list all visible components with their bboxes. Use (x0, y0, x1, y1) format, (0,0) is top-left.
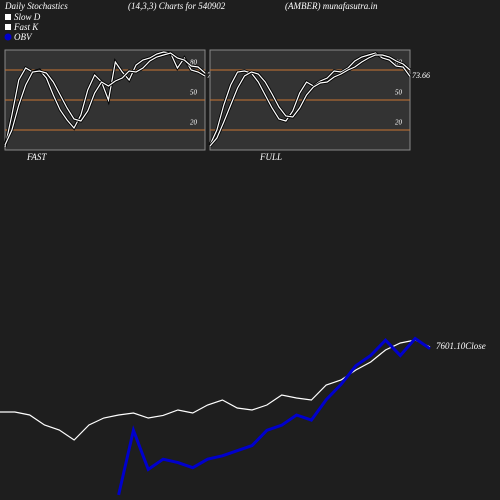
source: (AMBER) munafasutra.in (285, 1, 378, 11)
legend-swatch (5, 14, 11, 20)
series-name: Close (465, 341, 486, 351)
line (117, 336, 431, 496)
y-tick-label: 80 (190, 59, 198, 67)
legend-swatch (4, 33, 12, 41)
panel-label: FAST (26, 152, 47, 162)
legend-label: OBV (14, 32, 33, 42)
title: Daily Stochastics (4, 1, 68, 11)
panel-label: FULL (259, 152, 282, 162)
y-tick-label: 50 (395, 89, 403, 97)
y-tick-label: 50 (190, 89, 198, 97)
legend-label: Slow D (14, 12, 41, 22)
last-value: 73.66 (412, 71, 430, 80)
legend-label: Fast K (13, 22, 39, 32)
line (209, 54, 411, 147)
legend-swatch (5, 24, 11, 30)
y-tick-label: 20 (190, 119, 198, 127)
last-value: 7601.10 (436, 341, 466, 351)
line (4, 52, 206, 146)
line (0, 339, 431, 441)
y-tick-label: 20 (395, 119, 403, 127)
params: (14,3,3) Charts for 540902 (128, 1, 226, 11)
